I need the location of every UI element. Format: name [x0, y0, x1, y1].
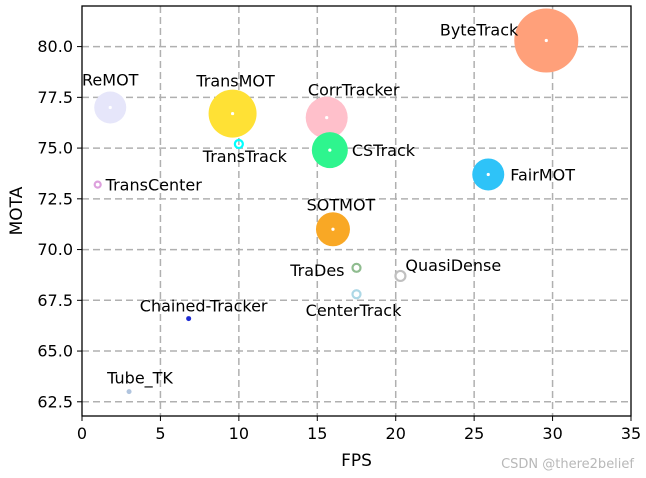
- scatter-point: [394, 269, 407, 283]
- point-corrtracker: [305, 96, 348, 139]
- x-tick-label: 25: [464, 424, 484, 443]
- point-labels: ByteTrack ReMOT TransMOT CorrTracker TransTr…: [82, 21, 575, 389]
- point-label: SOTMOT: [307, 195, 376, 214]
- point-label: Tube_TK: [106, 369, 173, 389]
- y-tick-label: 75.0: [37, 139, 73, 158]
- point-cstrack: [311, 132, 348, 169]
- point-label: FairMOT: [510, 165, 575, 184]
- point-label: TraDes: [289, 261, 344, 280]
- point-center-dot: [230, 111, 235, 116]
- point-remot: [94, 91, 127, 124]
- point-sotmot: [315, 212, 350, 247]
- x-tick-label: 35: [621, 424, 641, 443]
- y-tick-label: 62.5: [37, 392, 73, 411]
- point-center-dot: [486, 172, 490, 177]
- point-center-dot: [325, 116, 329, 120]
- point-center-dot: [328, 148, 332, 152]
- y-tick-label: 77.5: [37, 88, 73, 107]
- point-center-dot: [544, 38, 548, 43]
- point-label: CenterTrack: [306, 301, 402, 320]
- x-tick-label: 30: [542, 424, 562, 443]
- y-tick-label: 70.0: [37, 240, 73, 259]
- y-tick-label: 80.0: [37, 37, 73, 56]
- scatter-point: [351, 289, 362, 300]
- point-fairmot: [472, 158, 505, 191]
- point-label: TransTrack: [202, 147, 288, 166]
- point-label: CSTrack: [352, 141, 416, 160]
- scatter-point: [126, 389, 132, 395]
- data-points: [93, 8, 579, 395]
- point-label: Chained-Tracker: [140, 297, 268, 316]
- x-tick-label: 0: [77, 424, 87, 443]
- scatter-point: [351, 262, 362, 273]
- point-transtrack: [233, 138, 244, 150]
- x-tick-label: 10: [229, 424, 249, 443]
- point-bytetrack: [514, 8, 579, 73]
- scatter-point: [233, 138, 244, 150]
- point-trades: [351, 262, 362, 273]
- x-axis-title: FPS: [341, 451, 372, 471]
- point-center-dot: [108, 105, 112, 110]
- axis-ticks: 0 5 10 15 20 25 30 35 62.5 65.0 67.5 70.0 72.5 75.0 77…: [37, 37, 641, 443]
- y-tick-label: 67.5: [37, 291, 73, 310]
- point-chained-tracker: [186, 316, 192, 322]
- point-transmot: [208, 89, 257, 138]
- point-label: TransMOT: [195, 72, 275, 91]
- watermark: CSDN @there2belief: [501, 457, 634, 472]
- y-tick-label: 65.0: [37, 342, 73, 361]
- point-centertrack: [351, 289, 362, 300]
- scatter-point: [93, 180, 102, 189]
- plot-frame: [81, 5, 632, 417]
- point-label: ReMOT: [82, 70, 139, 89]
- y-tick-label: 72.5: [37, 189, 73, 208]
- point-quasidense: [394, 269, 407, 283]
- x-tick-label: 20: [386, 424, 406, 443]
- y-axis-title: MOTA: [7, 186, 27, 235]
- scatter-point: [186, 316, 192, 322]
- point-label: TransCenter: [105, 176, 203, 195]
- x-tick-label: 15: [307, 424, 327, 443]
- point-label: QuasiDense: [405, 256, 501, 275]
- x-tick-label: 5: [155, 424, 165, 443]
- point-label: ByteTrack: [440, 21, 519, 40]
- point-tube-tk: [126, 389, 132, 395]
- point-transcenter: [93, 180, 102, 189]
- point-label: CorrTracker: [308, 81, 400, 100]
- point-center-dot: [331, 227, 335, 231]
